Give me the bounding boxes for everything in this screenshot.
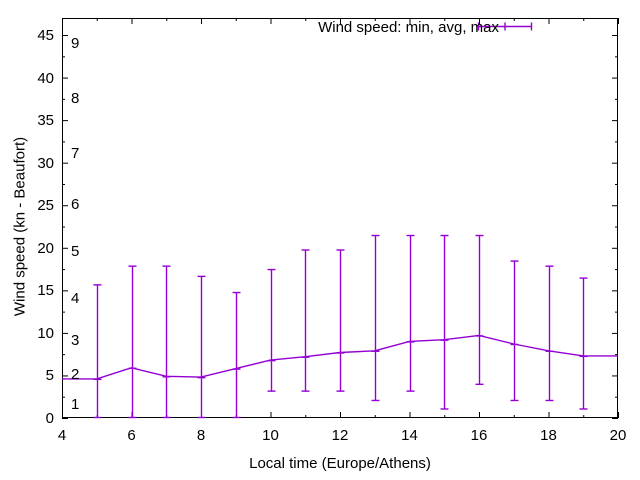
legend-label: Wind speed: min, avg, max (318, 19, 499, 36)
beaufort-label: 3 (71, 332, 80, 350)
y-tick-label: 15 (37, 282, 54, 300)
y-tick-label: 25 (37, 197, 54, 215)
x-tick-label: 18 (540, 427, 557, 444)
x-axis-title: Local time (Europe/Athens) (249, 455, 431, 472)
y-tick-label: 20 (37, 239, 54, 257)
y-tick-label: 30 (37, 154, 54, 172)
axis-ticks (62, 18, 619, 419)
y-tick-label: 0 (45, 410, 54, 427)
y-tick-label: 10 (37, 324, 54, 342)
y-axis-title: Wind speed (kn - Beaufort) (11, 136, 29, 317)
y-tick-label: 45 (37, 27, 54, 45)
x-tick-label: 8 (196, 427, 206, 444)
beaufort-label: 8 (71, 89, 80, 107)
x-tick-label: 20 (609, 427, 627, 444)
beaufort-label: 9 (71, 34, 80, 52)
avg-line (62, 334, 618, 380)
x-tick-label: 16 (470, 427, 488, 444)
beaufort-label: 5 (71, 243, 80, 261)
beaufort-label: 6 (71, 196, 80, 214)
x-tick-label: 6 (127, 427, 136, 444)
data-series-errorbars (62, 234, 618, 419)
beaufort-label: 1 (71, 396, 80, 414)
x-tick-label: 14 (401, 427, 418, 444)
x-tick-label: 4 (57, 427, 67, 444)
y-tick-label: 5 (45, 367, 54, 385)
x-tick-label: 10 (262, 427, 279, 444)
beaufort-label: 4 (71, 289, 80, 307)
beaufort-label: 2 (71, 366, 80, 384)
y-tick-label: 40 (37, 69, 54, 87)
y-tick-label: 35 (37, 112, 54, 130)
x-tick-label: 12 (331, 427, 349, 444)
legend-symbol (477, 22, 533, 31)
beaufort-label: 7 (71, 145, 80, 163)
